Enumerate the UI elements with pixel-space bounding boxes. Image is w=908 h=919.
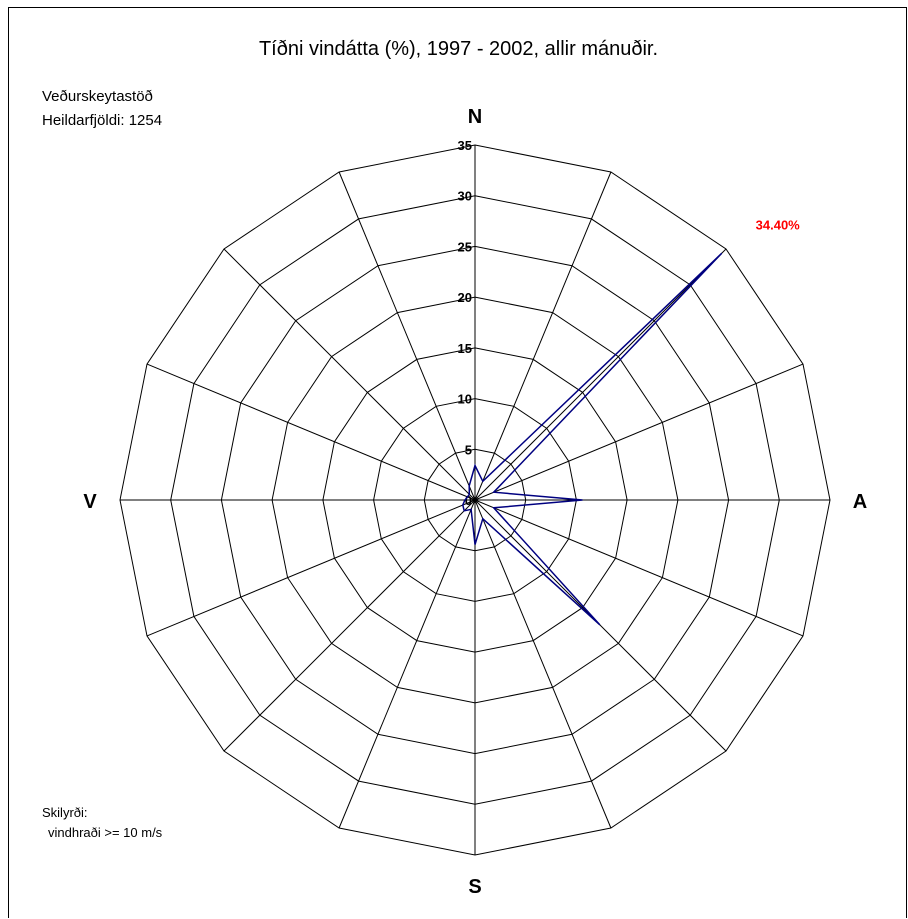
- conditions-label: Skilyrði:: [42, 805, 88, 820]
- grid-spoke: [146, 363, 476, 501]
- grid-spoke: [338, 499, 476, 829]
- ring-tick-label: 15: [458, 341, 472, 356]
- wind-rose-chart: 0 5 10 15 20 25 30 35 N A S V 34.40%: [83, 106, 867, 898]
- grid-spoke: [223, 499, 476, 752]
- max-value-label: 34.40%: [756, 217, 801, 232]
- chart-frame: Tíðni vindátta (%), 1997 - 2002, allir m…: [8, 7, 907, 918]
- ring-tick-label: 5: [465, 442, 472, 457]
- ring-tick-label: 20: [458, 290, 472, 305]
- grid-spoke: [474, 499, 804, 637]
- grid-spoke: [474, 499, 612, 829]
- grid-spoke: [474, 171, 612, 501]
- ring-tick-label: 30: [458, 189, 472, 204]
- grid-spoke: [474, 363, 804, 501]
- direction-label-N: N: [468, 106, 482, 128]
- ring-tick-label: 25: [458, 239, 472, 254]
- ring-tick-label: 35: [458, 138, 472, 153]
- direction-label-W: V: [83, 491, 97, 513]
- grid-spoke: [474, 499, 727, 752]
- conditions-value: vindhraði >= 10 m/s: [48, 825, 163, 840]
- total-count: Heildarfjöldi: 1254: [42, 112, 163, 129]
- series-line: [462, 252, 723, 626]
- direction-label-E: A: [853, 491, 867, 513]
- grid-spoke: [146, 499, 476, 637]
- direction-label-S: S: [468, 876, 481, 898]
- grid-spoke: [474, 248, 727, 501]
- chart-title: Tíðni vindátta (%), 1997 - 2002, allir m…: [258, 38, 659, 60]
- grid-spoke: [338, 171, 476, 501]
- station-name: Veðurskeytastöð: [42, 88, 153, 105]
- ring-tick-label: 0: [465, 493, 472, 508]
- grid-spoke: [223, 248, 476, 501]
- ring-tick-label: 10: [458, 392, 472, 407]
